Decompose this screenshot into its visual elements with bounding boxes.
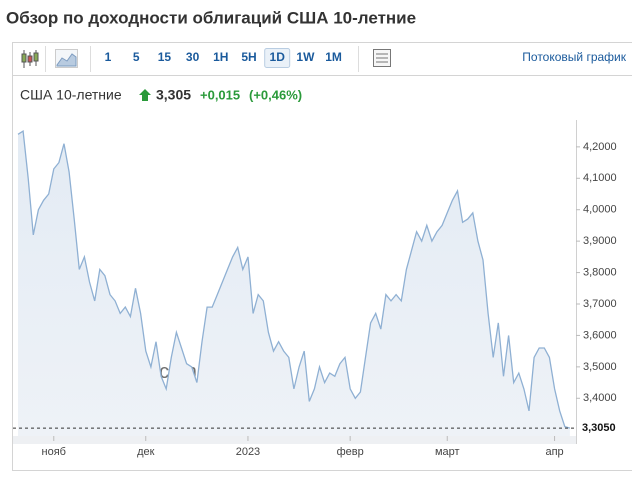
y-tick-label: 4,0000	[583, 204, 617, 216]
area-icon[interactable]	[56, 50, 78, 68]
x-tick-label: 2023	[236, 446, 260, 458]
instrument-name: США 10-летние	[20, 87, 122, 103]
interval-button[interactable]: 5H	[241, 50, 256, 64]
interval-button[interactable]: 1H	[213, 50, 228, 64]
x-axis-strip	[13, 436, 576, 444]
y-tick-label: 3,7000	[583, 298, 617, 310]
area-fill	[18, 131, 570, 436]
y-tick-label: 3,5000	[583, 361, 617, 373]
last-value-label: 3,3050	[582, 422, 616, 434]
x-tick-label: февр	[337, 446, 364, 458]
y-tick-label: 4,1000	[583, 172, 617, 184]
interval-button[interactable]: 1D	[270, 50, 286, 64]
x-tick-label: дек	[137, 446, 155, 458]
y-tick-label: 3,6000	[583, 329, 617, 341]
interval-button[interactable]: 15	[158, 50, 172, 64]
candle-icon[interactable]	[22, 50, 38, 68]
change-percent: (+0,46%)	[249, 87, 302, 102]
y-tick-label: 3,9000	[583, 235, 617, 247]
interval-button[interactable]: 5	[133, 50, 140, 64]
y-tick-label: 3,8000	[583, 266, 617, 278]
interval-button[interactable]: 30	[186, 50, 200, 64]
title: Обзор по доходности облигаций США 10-лет…	[6, 8, 416, 27]
streaming-link[interactable]: Потоковый график	[522, 50, 626, 64]
price: 3,305	[156, 87, 191, 103]
y-tick-label: 3,4000	[583, 392, 617, 404]
x-tick-label: март	[435, 446, 460, 458]
y-tick-label: 4,2000	[583, 141, 617, 153]
interval-button[interactable]: 1	[105, 50, 112, 64]
change: +0,015	[200, 87, 240, 102]
interval-button[interactable]: 1W	[296, 50, 315, 64]
interval-button[interactable]: 1M	[325, 50, 342, 64]
up-arrow	[139, 89, 151, 101]
x-tick-label: нояб	[42, 446, 66, 458]
table-icon[interactable]	[374, 50, 391, 67]
x-tick-label: апр	[545, 446, 563, 458]
